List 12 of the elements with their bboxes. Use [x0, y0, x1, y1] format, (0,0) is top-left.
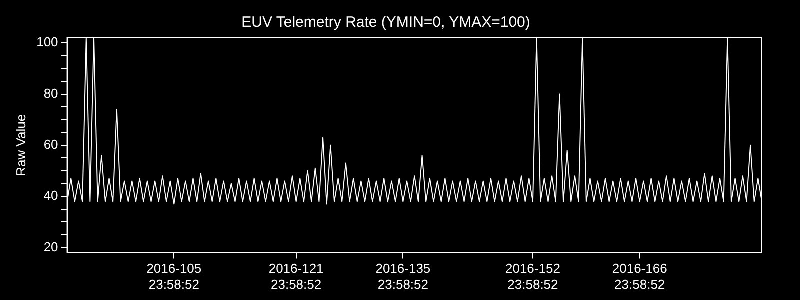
x-tick-label: 2016-152 23:58:52 — [505, 261, 560, 292]
y-tick-label: 20 — [44, 239, 58, 254]
x-tick-label: 2016-105 23:58:52 — [146, 261, 202, 292]
y-axis-title: Raw Value — [13, 114, 28, 176]
y-tick-label: 40 — [44, 188, 58, 204]
y-tick-label: 60 — [44, 136, 58, 152]
y-tick-label: 100 — [36, 34, 58, 50]
x-tick-label: 2016-121 23:58:52 — [268, 261, 324, 292]
x-tick-label: 2016-135 23:58:52 — [376, 261, 431, 292]
y-tick-label: 80 — [44, 86, 58, 101]
x-tick-label: 2016-166 23:58:52 — [612, 261, 668, 292]
chart-title: EUV Telemetry Rate (YMIN=0, YMAX=100) — [242, 14, 530, 32]
